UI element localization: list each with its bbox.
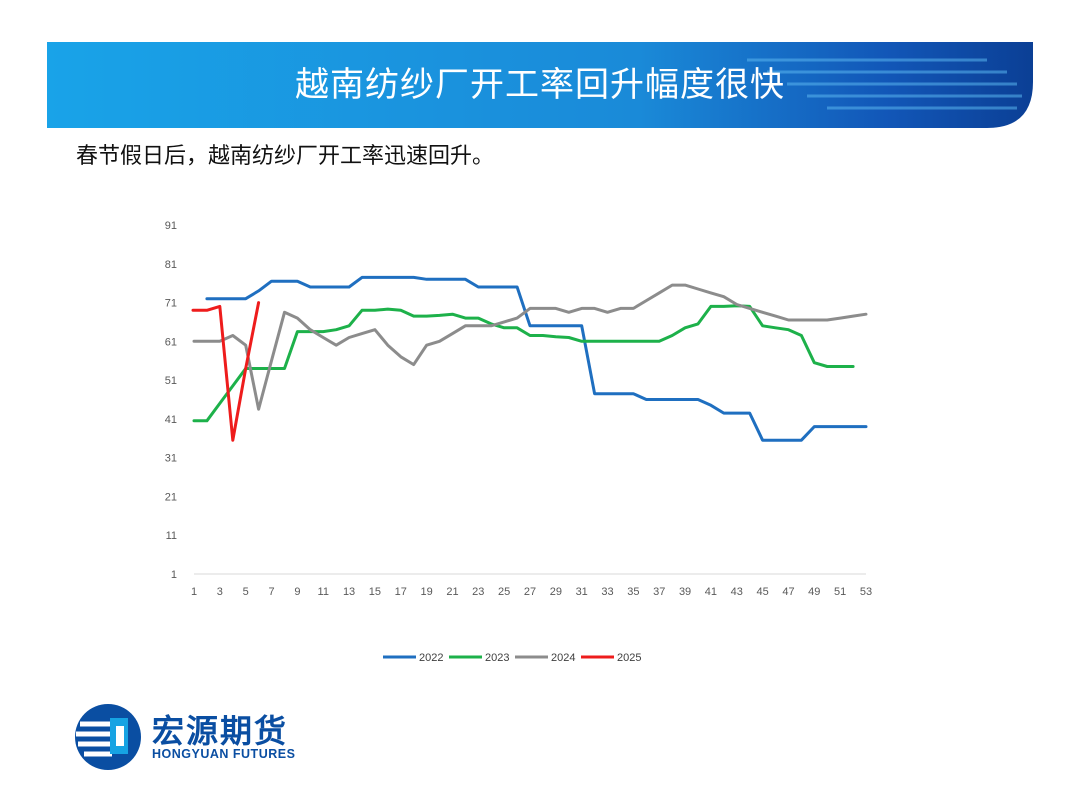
x-tick-label: 19 bbox=[420, 586, 432, 598]
series-line-2022 bbox=[205, 275, 868, 442]
x-tick-label: 5 bbox=[243, 586, 249, 598]
series-line-2025 bbox=[191, 301, 261, 442]
x-tick-label: 9 bbox=[294, 586, 300, 598]
banner-background bbox=[47, 42, 1033, 128]
x-tick-label: 1 bbox=[191, 586, 197, 598]
x-tick-label: 53 bbox=[860, 586, 872, 598]
legend-label-2024: 2024 bbox=[551, 652, 575, 664]
x-tick-label: 7 bbox=[268, 586, 274, 598]
x-tick-label: 41 bbox=[705, 586, 717, 598]
company-logo: 宏源期货 HONGYUAN FUTURES bbox=[72, 702, 322, 772]
x-tick-label: 31 bbox=[576, 586, 588, 598]
x-tick-label: 29 bbox=[550, 586, 562, 598]
title-banner: 越南纺纱厂开工率回升幅度很快 bbox=[47, 42, 1033, 128]
x-tick-label: 13 bbox=[343, 586, 355, 598]
logo-name-en: HONGYUAN FUTURES bbox=[152, 747, 296, 761]
x-tick-label: 21 bbox=[446, 586, 458, 598]
x-tick-label: 37 bbox=[653, 586, 665, 598]
y-tick-label: 11 bbox=[166, 530, 177, 542]
x-tick-label: 3 bbox=[217, 586, 223, 598]
y-tick-label: 71 bbox=[165, 298, 177, 310]
y-tick-label: 31 bbox=[165, 453, 177, 465]
x-tick-label: 39 bbox=[679, 586, 691, 598]
y-tick-label: 81 bbox=[165, 259, 177, 271]
x-tick-label: 23 bbox=[472, 586, 484, 598]
legend-label-2022: 2022 bbox=[419, 652, 443, 664]
x-tick-label: 15 bbox=[369, 586, 381, 598]
x-tick-label: 47 bbox=[782, 586, 794, 598]
y-tick-label: 1 bbox=[171, 569, 177, 581]
y-tick-label: 61 bbox=[165, 336, 177, 348]
x-tick-label: 45 bbox=[756, 586, 768, 598]
y-tick-label: 21 bbox=[165, 491, 177, 503]
x-tick-label: 33 bbox=[601, 586, 613, 598]
x-tick-label: 25 bbox=[498, 586, 510, 598]
x-tick-label: 43 bbox=[731, 586, 743, 598]
x-tick-label: 17 bbox=[395, 586, 407, 598]
x-tick-label: 27 bbox=[524, 586, 536, 598]
series-line-2024 bbox=[192, 283, 868, 411]
x-tick-label: 35 bbox=[627, 586, 639, 598]
x-tick-label: 49 bbox=[808, 586, 820, 598]
y-tick-label: 51 bbox=[165, 375, 177, 387]
x-tick-label: 51 bbox=[834, 586, 846, 598]
logo-icon bbox=[75, 704, 141, 770]
y-tick-label: 91 bbox=[165, 220, 177, 232]
page-title: 越南纺纱厂开工率回升幅度很快 bbox=[295, 65, 785, 105]
slide-subtitle: 春节假日后，越南纺纱厂开工率迅速回升。 bbox=[76, 144, 495, 169]
logo-name-cn: 宏源期货 bbox=[152, 712, 289, 750]
x-tick-label: 11 bbox=[318, 586, 329, 598]
legend-label-2025: 2025 bbox=[617, 652, 641, 664]
y-tick-label: 41 bbox=[165, 414, 177, 426]
legend-label-2023: 2023 bbox=[485, 652, 509, 664]
series-line-2023 bbox=[192, 304, 855, 423]
